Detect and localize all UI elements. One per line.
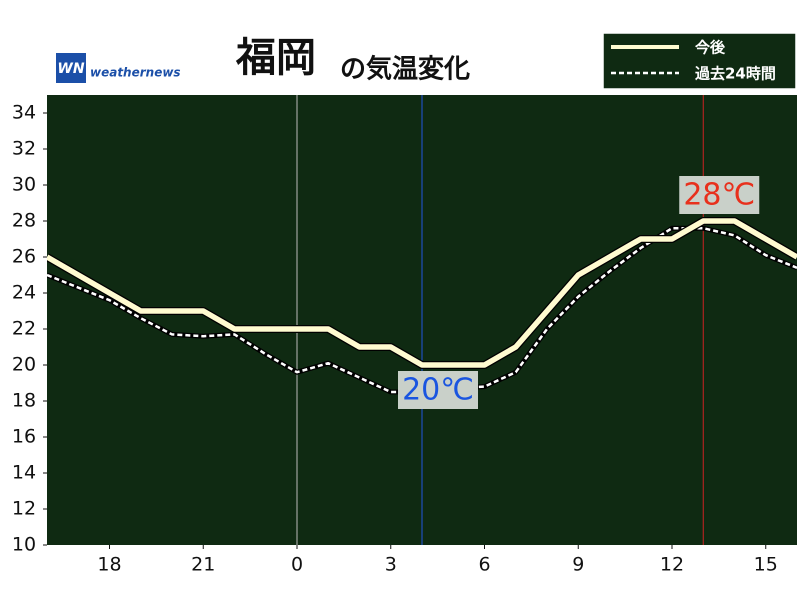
y-tick-label: 28 xyxy=(12,210,36,232)
x-tick-label: 15 xyxy=(754,554,778,576)
logo-box xyxy=(56,53,86,83)
annotation: 20℃ xyxy=(402,373,474,408)
brand: weathernews xyxy=(90,66,181,80)
x-tick-label: 3 xyxy=(385,554,397,576)
y-tick-label: 32 xyxy=(12,138,36,160)
x-tick-label: 21 xyxy=(191,554,215,576)
y-tick-label: 24 xyxy=(12,282,36,304)
x-tick-label: 0 xyxy=(291,554,303,576)
legend-label: 今後 xyxy=(695,39,726,57)
logo-mark: WN xyxy=(57,61,84,77)
y-tick-label: 34 xyxy=(12,102,36,124)
chart-subtitle: の気温変化 xyxy=(340,54,470,85)
y-tick-label: 14 xyxy=(12,462,36,484)
x-tick-label: 6 xyxy=(478,554,490,576)
line xyxy=(47,226,797,394)
x-tick-label: 12 xyxy=(660,554,684,576)
y-tick-label: 22 xyxy=(12,318,36,340)
x-tick-label: 9 xyxy=(572,554,584,576)
x-tick-label: 18 xyxy=(97,554,121,576)
legend-label: 過去24時間 xyxy=(695,65,776,83)
logo: WN weathernews xyxy=(56,53,181,83)
legend-box xyxy=(602,32,797,90)
y-tick-label: 12 xyxy=(12,498,36,520)
line xyxy=(47,218,797,368)
annotation-box xyxy=(398,371,478,409)
y-tick-label: 10 xyxy=(12,534,36,556)
chart-title: 福岡 xyxy=(235,35,316,81)
y-tick-label: 16 xyxy=(12,426,36,448)
y-tick-label: 18 xyxy=(12,390,36,412)
y-tick-label: 30 xyxy=(12,174,36,196)
y-tick-label: 20 xyxy=(12,354,36,376)
annotation-box xyxy=(679,176,760,214)
y-tick-label: 26 xyxy=(12,246,36,268)
annotation: 28℃ xyxy=(683,178,755,213)
